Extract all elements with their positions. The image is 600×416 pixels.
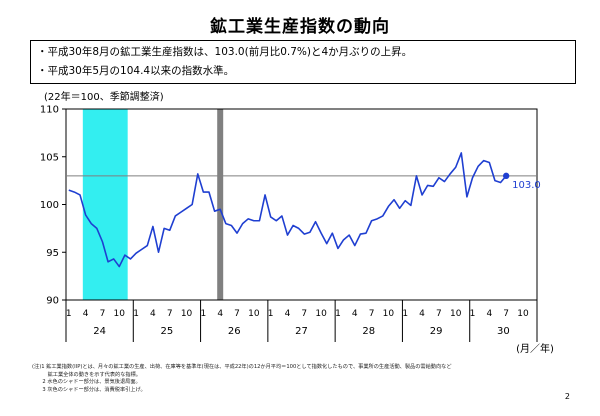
x-month-label: 10 (315, 309, 327, 319)
summary-box: ・平成30年8月の鉱工業生産指数は、103.0(前月比0.7%)と4か月ぶりの上… (30, 40, 576, 84)
x-year-label: 27 (295, 326, 308, 337)
x-month-label: 4 (486, 309, 492, 319)
x-year-label: 26 (228, 326, 241, 337)
x-year-label: 24 (93, 326, 106, 337)
x-month-label: 1 (470, 309, 476, 319)
x-month-label: 4 (285, 309, 291, 319)
summary-line-1: ・平成30年8月の鉱工業生産指数は、103.0(前月比0.7%)と4か月ぶりの上… (37, 46, 413, 58)
x-month-label: 7 (301, 309, 307, 319)
x-month-label: 10 (181, 309, 193, 319)
y-tick-label: 105 (40, 152, 59, 163)
x-month-label: 7 (167, 309, 173, 319)
x-month-label: 10 (517, 309, 529, 319)
x-month-label: 4 (150, 309, 156, 319)
footnote-3: 3 灰色のシャドー部分は、消費税率引上げ。 (32, 386, 146, 393)
footnote-1: (注)1 鉱工業指数(IIP)とは、月々の鉱工業の生産、出荷、在庫等を基準年(現… (32, 364, 452, 370)
y-tick-label: 100 (40, 200, 59, 211)
x-month-label: 7 (100, 309, 106, 319)
x-month-label: 1 (133, 309, 139, 319)
x-month-label: 1 (335, 309, 341, 319)
x-year-label: 28 (362, 326, 375, 337)
x-year-label: 29 (430, 326, 443, 337)
recession-shade (82, 109, 128, 300)
latest-value-label: 103.0 (512, 180, 541, 191)
x-month-label: 10 (383, 309, 395, 319)
x-month-label: 4 (217, 309, 223, 319)
latest-point (502, 172, 510, 180)
x-month-label: 7 (436, 309, 442, 319)
x-month-label: 1 (201, 309, 207, 319)
y-tick-label: 95 (46, 248, 59, 259)
tax-hike-shade (217, 109, 224, 300)
x-month-label: 7 (503, 309, 509, 319)
footnotes: (注)1 鉱工業指数(IIP)とは、月々の鉱工業の生産、出荷、在庫等を基準年(現… (32, 364, 552, 394)
x-month-label: 1 (268, 309, 274, 319)
x-month-label: 4 (352, 309, 358, 319)
x-month-label: 4 (419, 309, 425, 319)
x-year-label: 25 (161, 326, 174, 337)
x-month-label: 4 (83, 309, 89, 319)
x-month-label: 7 (234, 309, 240, 319)
x-month-label: 1 (402, 309, 408, 319)
x-month-label: 10 (450, 309, 462, 319)
production-index-line (68, 152, 507, 268)
x-month-label: 7 (369, 309, 375, 319)
x-axis-label: (月／年) (516, 342, 554, 355)
y-tick-label: 110 (40, 105, 59, 116)
unit-label: (22年＝100、季節調整済) (44, 92, 164, 103)
y-tick-label: 90 (46, 296, 59, 307)
footnote-2: 2 水色のシャドー部分は、景気後退局面。 (32, 379, 141, 386)
plot-frame (65, 108, 538, 301)
page-number: 2 (564, 392, 570, 401)
summary-line-2: ・平成30年5月の104.4以来の指数水準。 (37, 65, 235, 77)
page-title: 鉱工業生産指数の動向 (210, 17, 390, 37)
footnote-1-cont: 鉱工業全体の動きを示す代表的な指標。 (32, 371, 141, 378)
x-month-label: 1 (66, 309, 72, 319)
x-month-label: 10 (114, 309, 126, 319)
x-month-label: 10 (248, 309, 260, 319)
x-year-label: 30 (497, 326, 510, 337)
